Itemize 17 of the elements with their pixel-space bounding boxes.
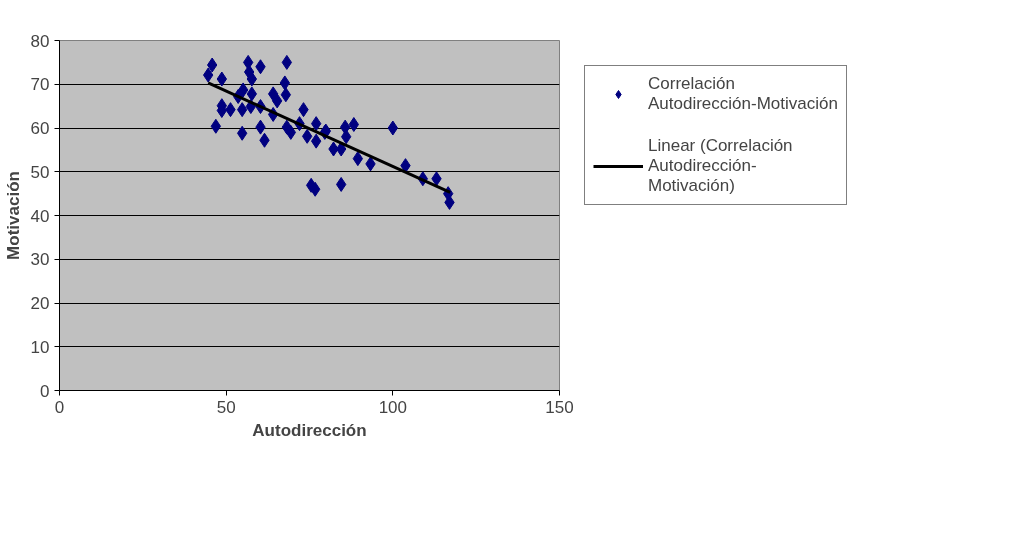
y-tick-label: 10: [30, 337, 50, 357]
y-tick-label: 40: [30, 206, 50, 226]
y-tick-label: 30: [30, 250, 50, 270]
y-tick-label: 0: [40, 381, 50, 401]
x-tick-label: 150: [545, 397, 574, 417]
legend-label: Linear (Correlación Autodirección-Motivación): [648, 136, 793, 196]
x-tick-label: 100: [378, 397, 408, 417]
y-tick-label: 20: [30, 294, 50, 313]
legend-label: Correlación Autodirección-Motivación: [648, 74, 838, 114]
y-tick-label: 50: [30, 162, 50, 182]
y-axis-title: Motivación: [3, 171, 23, 260]
y-tick-label: 60: [30, 119, 50, 138]
x-tick-label: 0: [54, 397, 65, 417]
x-tick-label: 50: [216, 397, 236, 417]
y-tick-label: 80: [30, 31, 50, 51]
y-tick-label: 70: [30, 75, 50, 95]
x-axis-title: Autodirección: [252, 420, 367, 440]
